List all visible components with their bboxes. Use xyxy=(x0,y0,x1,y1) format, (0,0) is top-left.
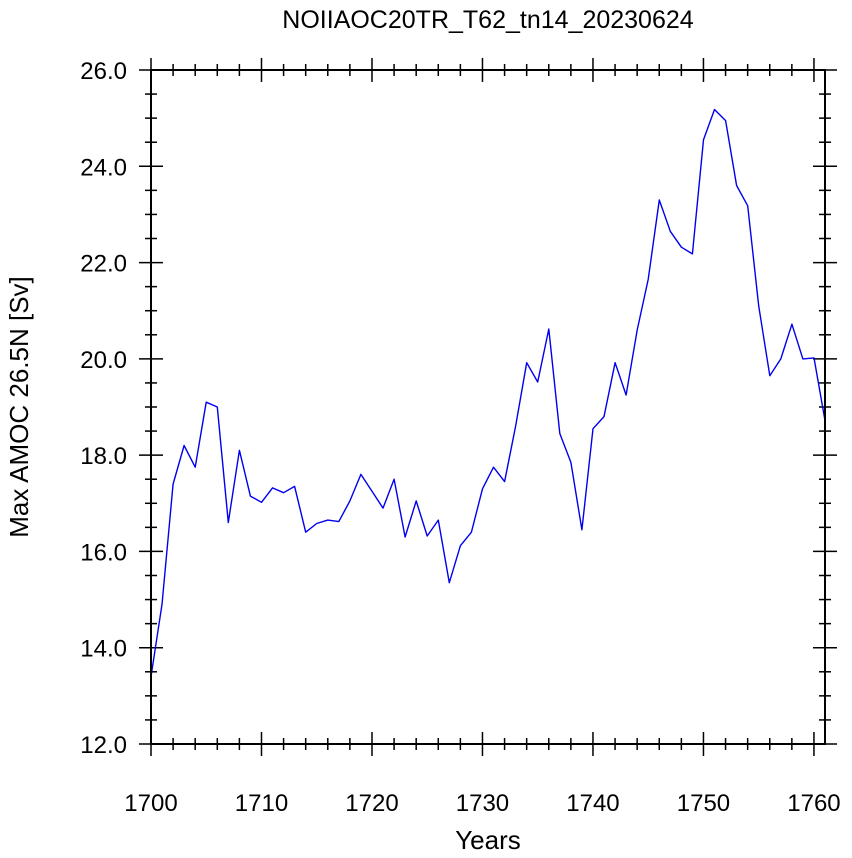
y-tick-label: 18.0 xyxy=(80,443,127,470)
series-group xyxy=(150,108,826,677)
y-tick-label: 24.0 xyxy=(80,154,127,181)
plot-frame xyxy=(150,69,826,745)
y-tick-label: 14.0 xyxy=(80,636,127,663)
x-tick-label: 1720 xyxy=(345,790,398,817)
x-tick-label: 1760 xyxy=(787,790,840,817)
x-tick-label: 1710 xyxy=(235,790,288,817)
chart-title: NOIIAOC20TR_T62_tn14_20230624 xyxy=(282,6,693,34)
y-tick-label: 12.0 xyxy=(80,732,127,759)
axis-ticks: 1700 1710 1720 1730 1740 1750 1760 12.0 14.0 16.0… xyxy=(80,58,841,817)
series-line xyxy=(150,108,826,677)
x-axis-label: Years xyxy=(455,825,521,855)
y-tick-label: 16.0 xyxy=(80,539,127,566)
y-axis-label: Max AMOC 26.5N [Sv] xyxy=(4,276,34,538)
x-tick-label: 1750 xyxy=(677,790,730,817)
y-tick-label: 22.0 xyxy=(80,251,127,278)
y-tick-label: 20.0 xyxy=(80,347,127,374)
x-tick-label: 1730 xyxy=(456,790,509,817)
x-tick-label: 1700 xyxy=(124,790,177,817)
x-tick-label: 1740 xyxy=(566,790,619,817)
y-tick-label: 26.0 xyxy=(80,58,127,85)
